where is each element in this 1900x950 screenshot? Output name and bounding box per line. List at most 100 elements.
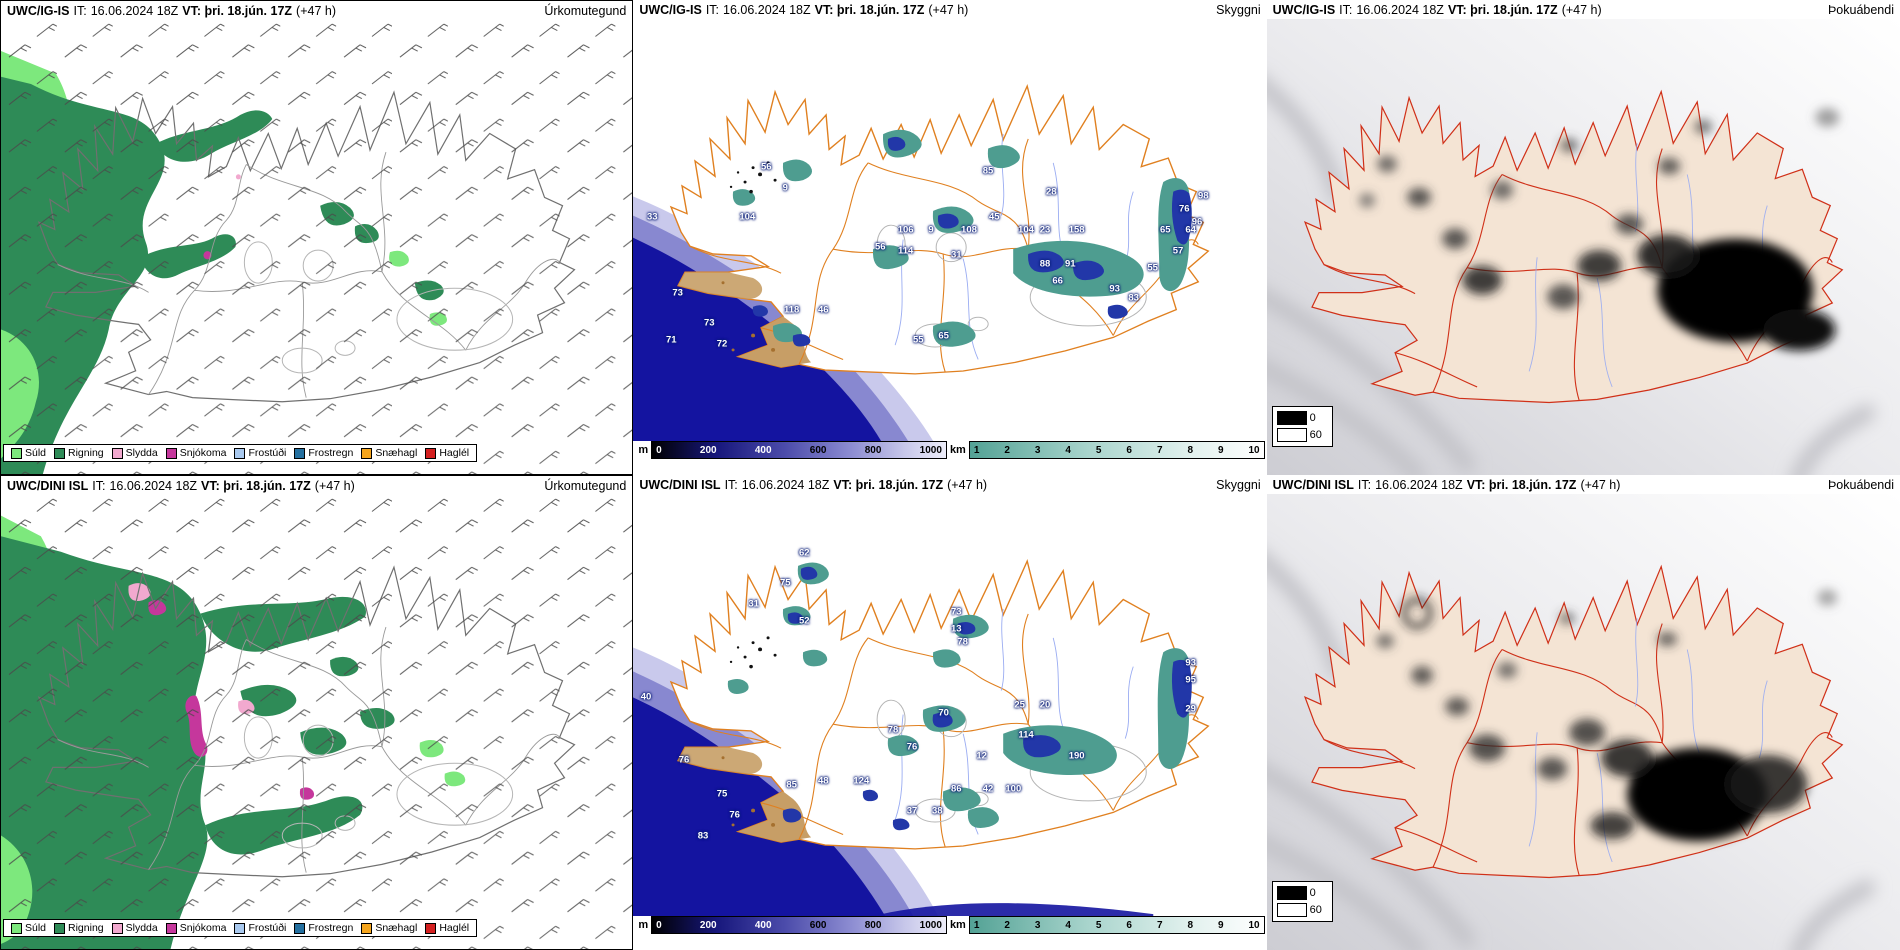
scale-tick: 0 [656,444,662,456]
scale-tick: 2 [1004,444,1010,456]
init-label: IT: [73,4,87,18]
scale-tick: 3 [1034,919,1041,931]
scale-tick: 10 [1248,444,1260,456]
legend-swatch [234,922,246,934]
legend-label: Snjókoma [179,447,227,459]
model-name: UWC/IG-IS [7,4,70,18]
run-info: UWC/IG-IS IT: 16.06.2024 18Z VT: þri. 18.jú… [639,3,972,18]
init-label: IT: [705,3,720,17]
product-name: Skyggni [1216,3,1261,17]
lead-time: (+47 h) [1561,3,1602,17]
legend-swatch [165,447,177,459]
legend-item: Slydda [111,922,158,934]
scale-unit-km: km [949,444,966,456]
scale-unit-m: m [638,919,649,931]
fog-map: 0 60 [1266,494,1900,950]
legend-swatch [294,447,306,459]
legend-swatch [1276,428,1307,442]
legend-label: Súld [25,447,47,459]
legend-item: Snæhagl [361,447,417,459]
panel-precip-igis: UWC/IG-IS IT: 16.06.2024 18Z VT: þri. 18.jú… [0,0,634,475]
scale-tick: 800 [864,919,882,931]
legend-item: 0 [1276,886,1322,900]
scale-tick: 6 [1126,919,1132,931]
scale-tick: 9 [1217,919,1224,931]
legend-item: Slydda [111,447,158,459]
fog-map-svg [1266,494,1900,950]
scale-tick: 200 [699,444,717,456]
scale-bar-meters: 0 200 400 600 800 1000 [651,441,947,459]
init-time: 16.06.2024 18Z [723,3,811,17]
legend-item: 60 [1276,903,1322,917]
panel-visibility-igis: UWC/IG-IS IT: 16.06.2024 18Z VT: þri. 18.jú… [633,0,1267,475]
legend-swatch [294,922,306,934]
panel-header: UWC/DINI ISL IT: 16.06.2024 18Z VT: þri. 18… [633,475,1267,494]
legend-label: 60 [1309,429,1322,441]
legend-item: Snjókoma [165,922,226,934]
scale-tick: 1 [973,919,980,931]
scale-bar-kilometers: 1 2 3 4 5 6 7 8 9 10 [968,916,1265,934]
model-name: UWC/DINI ISL [7,479,89,493]
model-name: UWC/IG-IS [1272,3,1336,17]
panel-fog-dini: UWC/DINI ISL IT: 16.06.2024 18Z VT: þri. 18… [1266,475,1900,950]
product-name: Úrkomutegund [544,4,627,18]
scale-tick: 7 [1156,919,1163,931]
legend-item: 60 [1276,428,1322,442]
init-label: IT: [1339,3,1353,17]
fog-legend: 0 60 [1271,406,1333,447]
init-label: IT: [92,479,106,493]
legend-label: 0 [1309,887,1316,899]
valid-time: VT: þri. 18.jún. 17Z [201,479,311,493]
scale-tick: 600 [809,444,827,456]
run-info: UWC/DINI ISL IT: 16.06.2024 18Z VT: þri. 18… [7,479,359,494]
lead-time: (+47 h) [314,479,355,493]
legend-item: Frostregn [294,922,353,934]
legend-item: Snjókoma [165,447,227,459]
precip-legend: Súld Rigning Slydda Snjókoma Frostúði Frostre… [3,444,478,462]
run-info: UWC/DINI ISL IT: 16.06.2024 18Z VT: þri. 18… [639,478,991,493]
precip-map: Súld Rigning Slydda Snjókoma Frostúði Frostre… [1,495,633,949]
panel-header: UWC/DINI ISL IT: 16.06.2024 18Z VT: þri. 18… [1266,475,1900,494]
precip-map-svg [1,20,633,474]
scale-tick: 200 [699,919,717,931]
fog-legend: 0 60 [1271,881,1333,922]
visibility-map-svg [633,19,1267,441]
fog-map: 0 60 [1266,19,1900,475]
scale-tick: 5 [1095,919,1102,931]
legend-label: Frostregn [308,922,354,934]
legend-swatch [425,922,437,934]
fog-map-svg [1266,19,1900,475]
scale-tick: 4 [1065,919,1071,931]
legend-swatch [361,447,373,459]
model-name: UWC/IG-IS [639,3,702,17]
legend-label: Haglél [439,922,470,934]
scale-bar-meters: 0 200 400 600 800 1000 [651,916,947,934]
legend-label: Frostúði [248,922,287,934]
legend-label: 0 [1309,412,1316,424]
legend-label: Snæhagl [375,447,418,459]
legend-label: Súld [25,922,47,934]
scale-tick: 2 [1004,919,1010,931]
run-info: UWC/IG-IS IT: 16.06.2024 18Z VT: þri. 18.jú… [7,4,340,19]
legend-item: Haglél [425,922,469,934]
lead-time: (+47 h) [1580,478,1621,492]
product-name: Skyggni [1216,478,1261,492]
product-name: Úrkomutegund [544,479,627,493]
legend-swatch [54,447,66,459]
scale-tick: 800 [864,444,882,456]
legend-swatch [1276,886,1307,900]
legend-swatch [54,922,66,934]
scale-tick: 0 [656,919,662,931]
visibility-scale: m 0 200 400 600 800 1000 km 1 2 3 4 5 6 7 8 9 10 [633,916,1267,936]
legend-swatch [234,447,246,459]
legend-label: 60 [1309,904,1322,916]
init-label: IT: [724,478,738,492]
lead-time: (+47 h) [296,4,336,18]
init-time: 16.06.2024 18Z [1356,3,1444,17]
legend-item: Súld [11,922,46,934]
scale-tick: 9 [1217,444,1224,456]
lead-time: (+47 h) [947,478,988,492]
legend-swatch [1276,903,1307,917]
init-time: 16.06.2024 18Z [1375,478,1463,492]
